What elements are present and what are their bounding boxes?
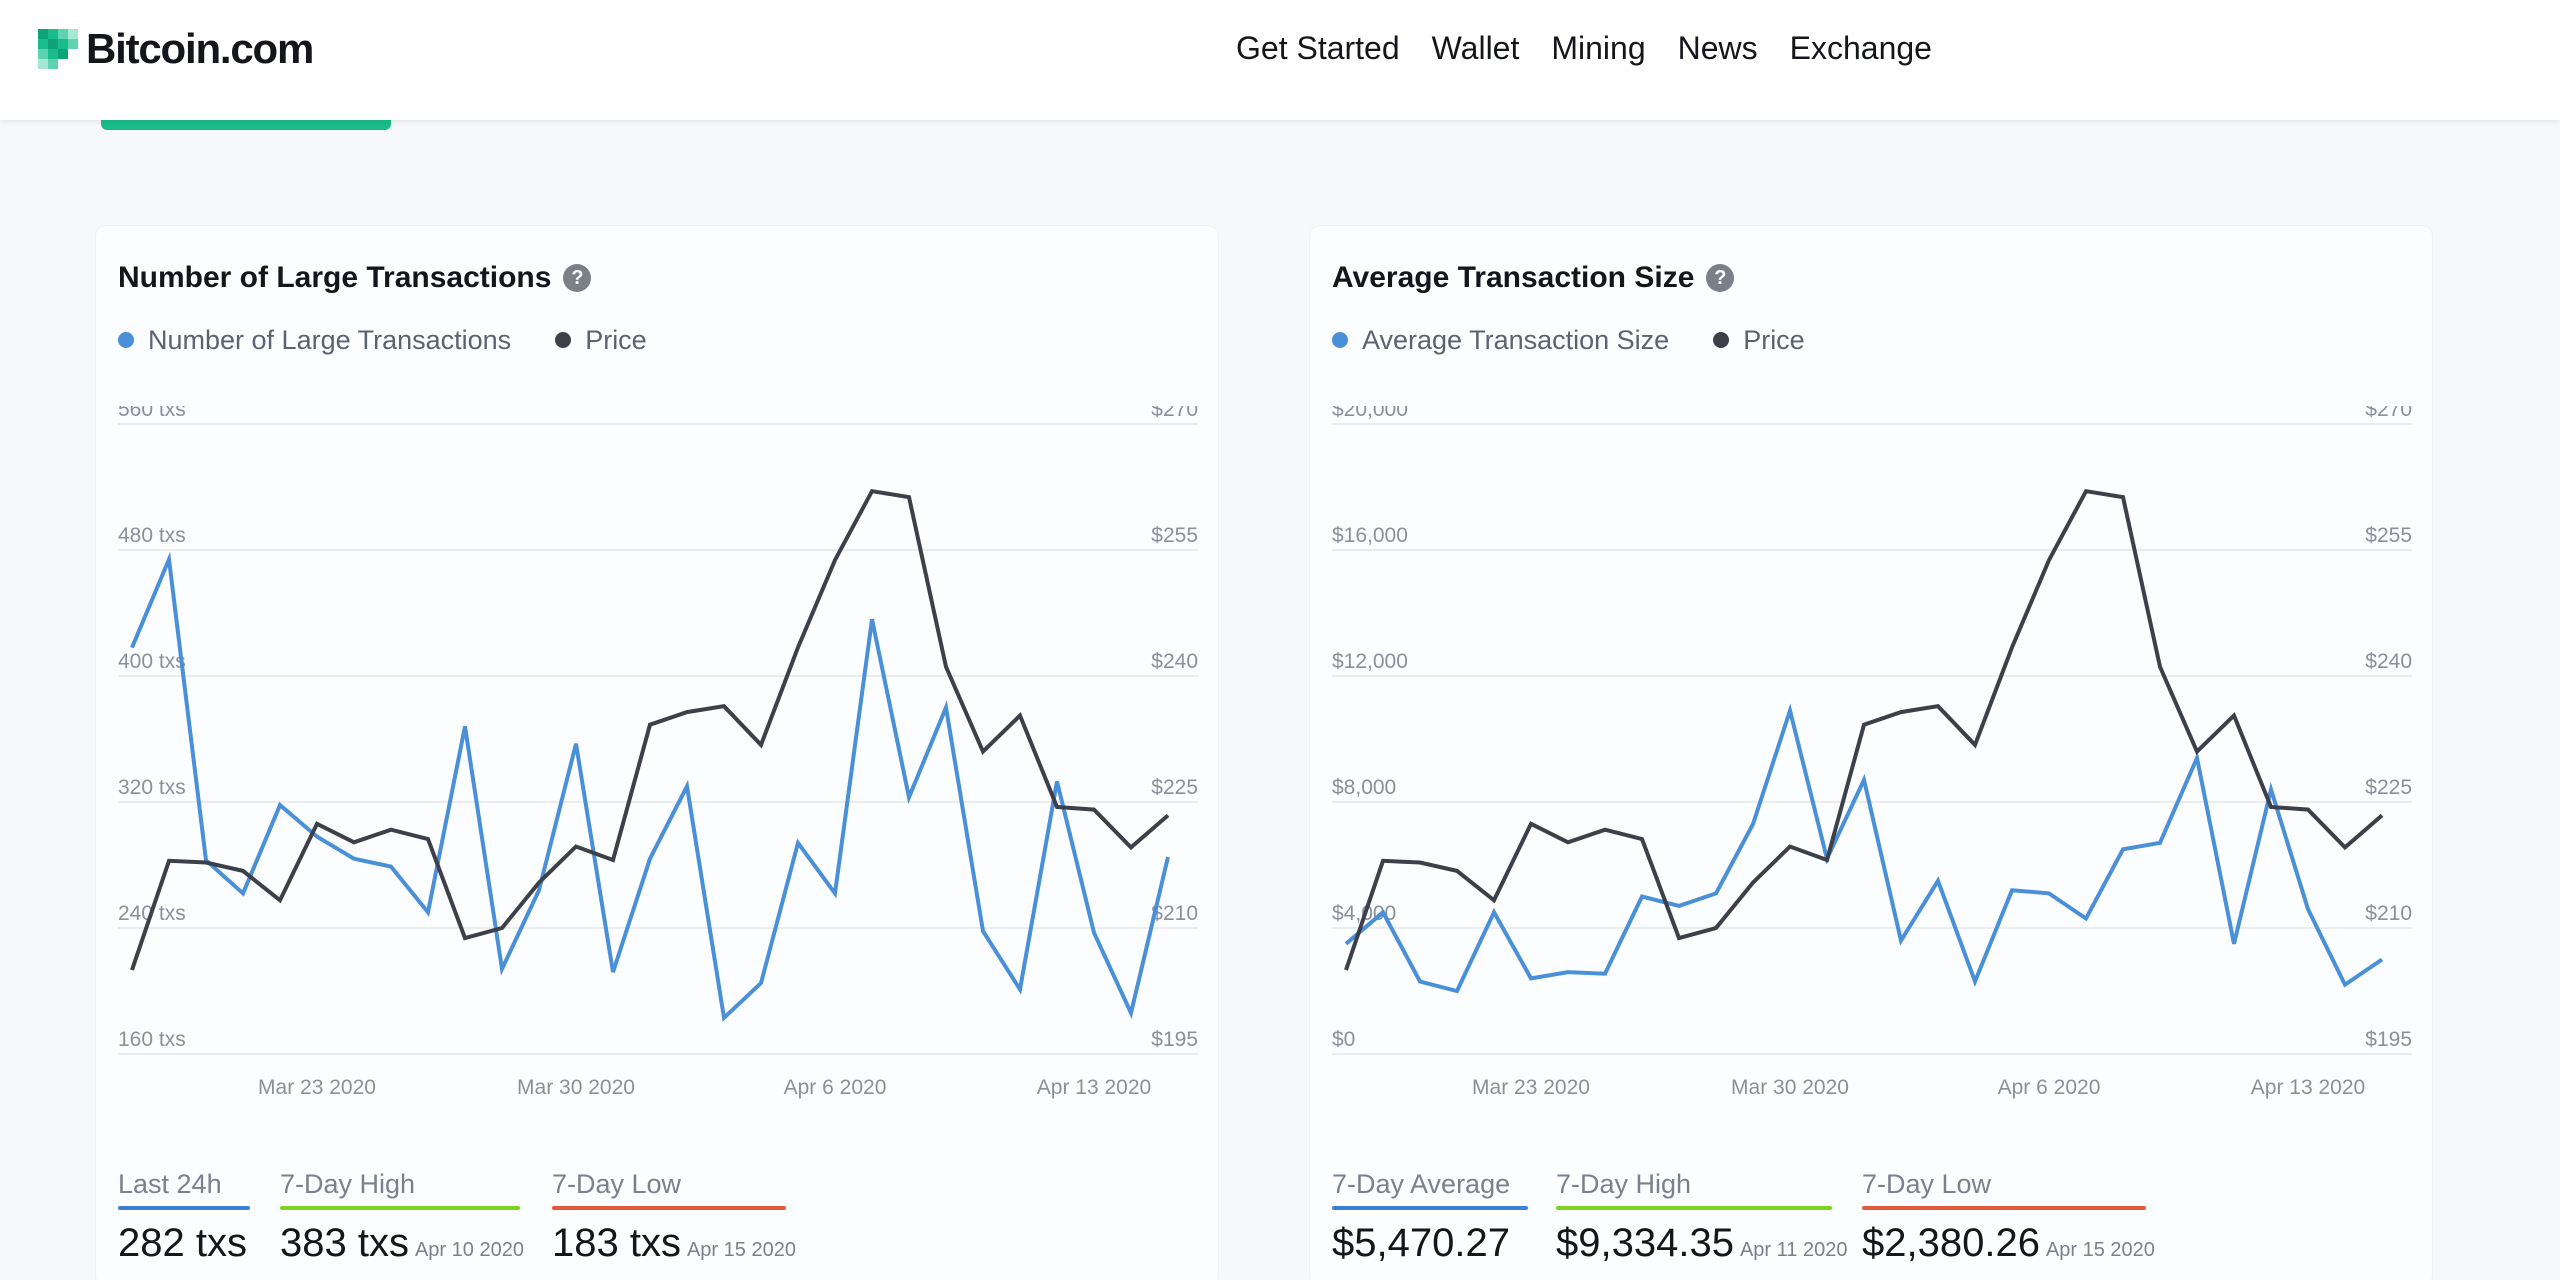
main-nav: Get Started Wallet Mining News Exchange <box>1236 28 1932 68</box>
stat-underline <box>1556 1206 1832 1210</box>
stat-label: 7-Day High <box>280 1169 416 1199</box>
stat-underline <box>1332 1206 1528 1210</box>
stat-value: 383 txs <box>280 1221 409 1265</box>
stat-label: Last 24h <box>118 1169 222 1199</box>
y-tick-label-right: $240 <box>2365 650 2412 673</box>
stat-label: 7-Day Low <box>552 1169 682 1199</box>
top-navigation-bar: Bitcoin.com Get Started Wallet Mining Ne… <box>0 0 2560 120</box>
stat-label: 7-Day Average <box>1332 1169 1511 1199</box>
stat-7day-low: 7-Day Low $2,380.26 Apr 15 2020 <box>1862 1166 2155 1277</box>
x-tick-label: Apr 6 2020 <box>784 1076 887 1099</box>
nav-exchange[interactable]: Exchange <box>1789 30 1932 66</box>
avg-transaction-size-title: Average Transaction Size <box>1332 261 1695 294</box>
y-tick-label-left: 400 txs <box>118 650 186 673</box>
stat-value: $2,380.26 <box>1862 1221 2040 1265</box>
y-tick-label-right: $195 <box>1151 1028 1198 1051</box>
y-tick-label-left: $12,000 <box>1332 650 1408 673</box>
x-tick-label: Mar 30 2020 <box>1731 1076 1849 1099</box>
y-tick-label-right: $225 <box>1151 776 1198 799</box>
price-dot-icon <box>555 332 572 348</box>
legend-price-label[interactable]: Price <box>1743 325 1805 355</box>
price-dot-icon <box>1713 332 1730 348</box>
y-tick-label-right: $225 <box>2365 776 2412 799</box>
stat-value: 282 txs <box>118 1221 247 1265</box>
stat-last-24h: Last 24h 282 txs <box>118 1166 250 1277</box>
series-line-price <box>1344 489 2384 971</box>
stat-date: Apr 15 2020 <box>686 1239 796 1261</box>
stat-date: Apr 15 2020 <box>2045 1239 2155 1261</box>
x-tick-label: Mar 23 2020 <box>1472 1076 1590 1099</box>
stat-date: Apr 10 2020 <box>414 1239 524 1261</box>
stat-7day-high: 7-Day High 383 txs Apr 10 2020 <box>280 1166 524 1277</box>
y-tick-label-left: $16,000 <box>1332 524 1408 547</box>
y-tick-label-left: $0 <box>1332 1028 1355 1051</box>
y-tick-label-right: $255 <box>1151 524 1198 547</box>
x-tick-label: Mar 30 2020 <box>517 1076 635 1099</box>
stat-underline <box>552 1206 786 1210</box>
legend-series-label[interactable]: Average Transaction Size <box>1362 325 1670 355</box>
bitcoin-com-logo[interactable]: Bitcoin.com <box>38 25 314 72</box>
y-tick-label-left: 320 txs <box>118 776 186 799</box>
series-dot-icon <box>1332 332 1348 348</box>
nav-get-started[interactable]: Get Started <box>1236 30 1400 66</box>
help-icon[interactable]: ? <box>1706 264 1735 292</box>
legend-series-label[interactable]: Number of Large Transactions <box>148 325 512 355</box>
legend-price-label[interactable]: Price <box>585 325 647 355</box>
stat-underline <box>118 1206 250 1210</box>
nav-mining[interactable]: Mining <box>1551 30 1646 66</box>
y-tick-label-left: 160 txs <box>118 1028 186 1051</box>
y-tick-label-left: 560 txs <box>118 406 186 421</box>
y-tick-label-left: $8,000 <box>1332 776 1396 799</box>
x-tick-label: Apr 13 2020 <box>1037 1076 1151 1099</box>
card-title: Average Transaction Size ? <box>1332 258 1735 298</box>
series-dot-icon <box>118 332 134 348</box>
y-tick-label-right: $270 <box>1151 406 1198 421</box>
avg-transaction-size-card: Average Transaction Size ? Average Trans… <box>1310 226 2432 1280</box>
stat-label: 7-Day High <box>1556 1169 1692 1199</box>
stat-value: $9,334.35 <box>1556 1221 1734 1265</box>
series-line-price <box>130 489 1170 971</box>
help-icon[interactable]: ? <box>563 264 592 292</box>
stat-underline <box>280 1206 520 1210</box>
avg-transaction-size-chart: $20,000$16,000$12,000$8,000$4,000$0$270$… <box>1332 406 2412 1099</box>
stat-7day-average: 7-Day Average $5,470.27 <box>1332 1166 1528 1277</box>
stat-value: $5,470.27 <box>1332 1221 1510 1265</box>
nav-news[interactable]: News <box>1677 30 1758 66</box>
y-tick-label-right: $270 <box>2365 406 2412 421</box>
stat-label: 7-Day Low <box>1862 1169 1992 1199</box>
stat-underline <box>1862 1206 2146 1210</box>
large-transactions-card: Number of Large Transactions ? Number of… <box>96 226 1218 1280</box>
x-tick-label: Apr 6 2020 <box>1998 1076 2101 1099</box>
series-line-transactions <box>130 551 1170 1022</box>
series-line-transactions <box>1344 703 2384 994</box>
stat-7day-high: 7-Day High $9,334.35 Apr 11 2020 <box>1556 1166 1847 1277</box>
chart-legend: Number of Large Transactions Price <box>118 322 677 358</box>
card-title: Number of Large Transactions ? <box>118 258 592 298</box>
stat-value: 183 txs <box>552 1221 681 1265</box>
y-tick-label-left: $20,000 <box>1332 406 1408 421</box>
y-tick-label-right: $195 <box>2365 1028 2412 1051</box>
nav-wallet[interactable]: Wallet <box>1431 30 1520 66</box>
y-tick-label-right: $255 <box>2365 524 2412 547</box>
x-tick-label: Apr 13 2020 <box>2251 1076 2365 1099</box>
y-tick-label-left: 480 txs <box>118 524 186 547</box>
y-tick-label-right: $210 <box>2365 902 2412 925</box>
x-tick-label: Mar 23 2020 <box>258 1076 376 1099</box>
y-tick-label-right: $240 <box>1151 650 1198 673</box>
chart-legend: Average Transaction Size Price <box>1332 322 1835 358</box>
stat-7day-low: 7-Day Low 183 txs Apr 15 2020 <box>552 1166 796 1277</box>
logo-text: Bitcoin.com <box>86 25 314 72</box>
logo-mark-icon <box>38 29 78 69</box>
large-transactions-title: Number of Large Transactions <box>118 261 552 294</box>
stat-date: Apr 11 2020 <box>1739 1239 1848 1261</box>
y-tick-label-right: $210 <box>1151 902 1198 925</box>
